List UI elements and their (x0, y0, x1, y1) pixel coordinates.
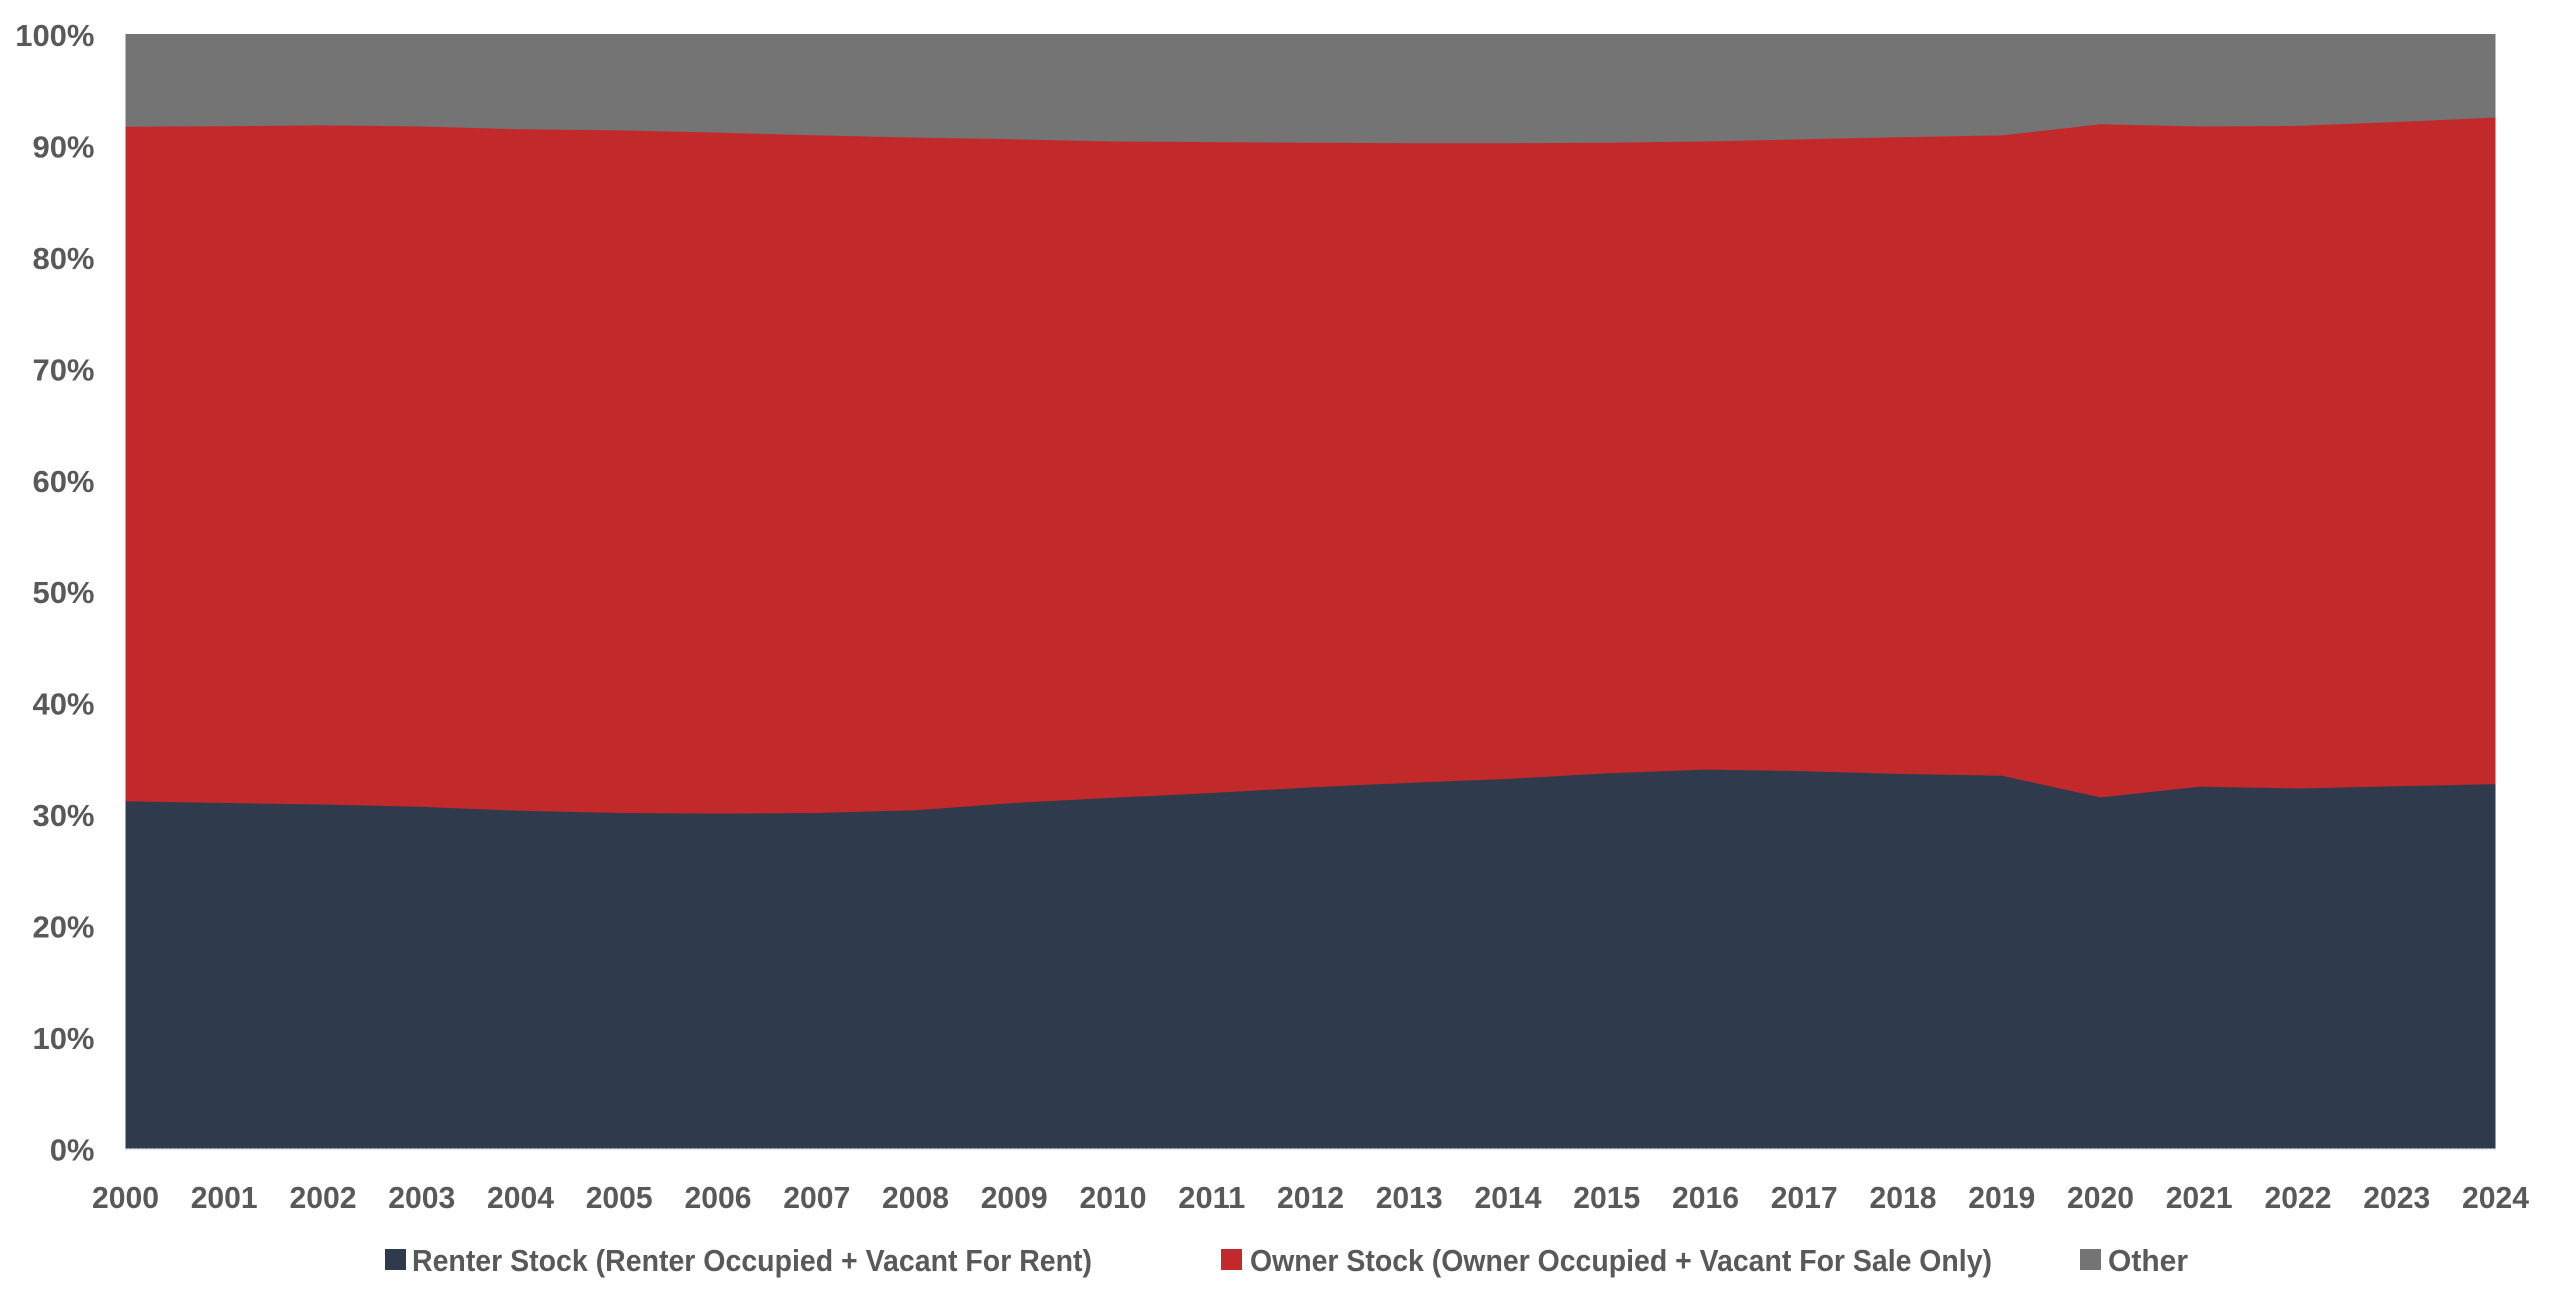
svg-text:40%: 40% (32, 687, 94, 722)
svg-text:Owner Stock (Owner Occupied +: Owner Stock (Owner Occupied + Vacant For… (1250, 1243, 1992, 1278)
svg-text:2002: 2002 (290, 1180, 357, 1215)
svg-text:2000: 2000 (92, 1180, 159, 1215)
svg-text:2009: 2009 (981, 1180, 1048, 1215)
svg-text:10%: 10% (32, 1021, 94, 1056)
svg-text:2003: 2003 (388, 1180, 455, 1215)
svg-text:2023: 2023 (2363, 1180, 2430, 1215)
svg-text:2011: 2011 (1178, 1180, 1245, 1215)
svg-text:50%: 50% (32, 575, 94, 610)
svg-text:2020: 2020 (2067, 1180, 2134, 1215)
svg-text:2013: 2013 (1376, 1180, 1443, 1215)
svg-text:2007: 2007 (783, 1180, 850, 1215)
svg-text:2004: 2004 (487, 1180, 555, 1215)
svg-text:90%: 90% (32, 129, 94, 164)
svg-text:30%: 30% (32, 798, 94, 833)
svg-text:80%: 80% (32, 241, 94, 276)
svg-text:Other: Other (2108, 1243, 2188, 1278)
svg-text:2017: 2017 (1771, 1180, 1838, 1215)
svg-text:2005: 2005 (586, 1180, 653, 1215)
svg-text:60%: 60% (32, 464, 94, 499)
svg-text:0%: 0% (50, 1133, 95, 1168)
svg-text:2021: 2021 (2166, 1180, 2233, 1215)
svg-text:2006: 2006 (685, 1180, 752, 1215)
svg-text:2010: 2010 (1080, 1180, 1147, 1215)
svg-text:2019: 2019 (1968, 1180, 2035, 1215)
svg-text:2024: 2024 (2462, 1180, 2530, 1215)
svg-text:2001: 2001 (191, 1180, 258, 1215)
svg-text:2008: 2008 (882, 1180, 949, 1215)
svg-text:70%: 70% (32, 352, 94, 387)
svg-text:2014: 2014 (1475, 1180, 1543, 1215)
svg-text:Renter Stock (Renter Occupied: Renter Stock (Renter Occupied + Vacant F… (412, 1243, 1092, 1278)
svg-text:2022: 2022 (2265, 1180, 2332, 1215)
svg-text:2015: 2015 (1573, 1180, 1640, 1215)
svg-text:100%: 100% (15, 18, 94, 53)
svg-text:20%: 20% (32, 910, 94, 945)
svg-text:2016: 2016 (1672, 1180, 1739, 1215)
svg-text:2018: 2018 (1870, 1180, 1937, 1215)
svg-text:2012: 2012 (1277, 1180, 1344, 1215)
